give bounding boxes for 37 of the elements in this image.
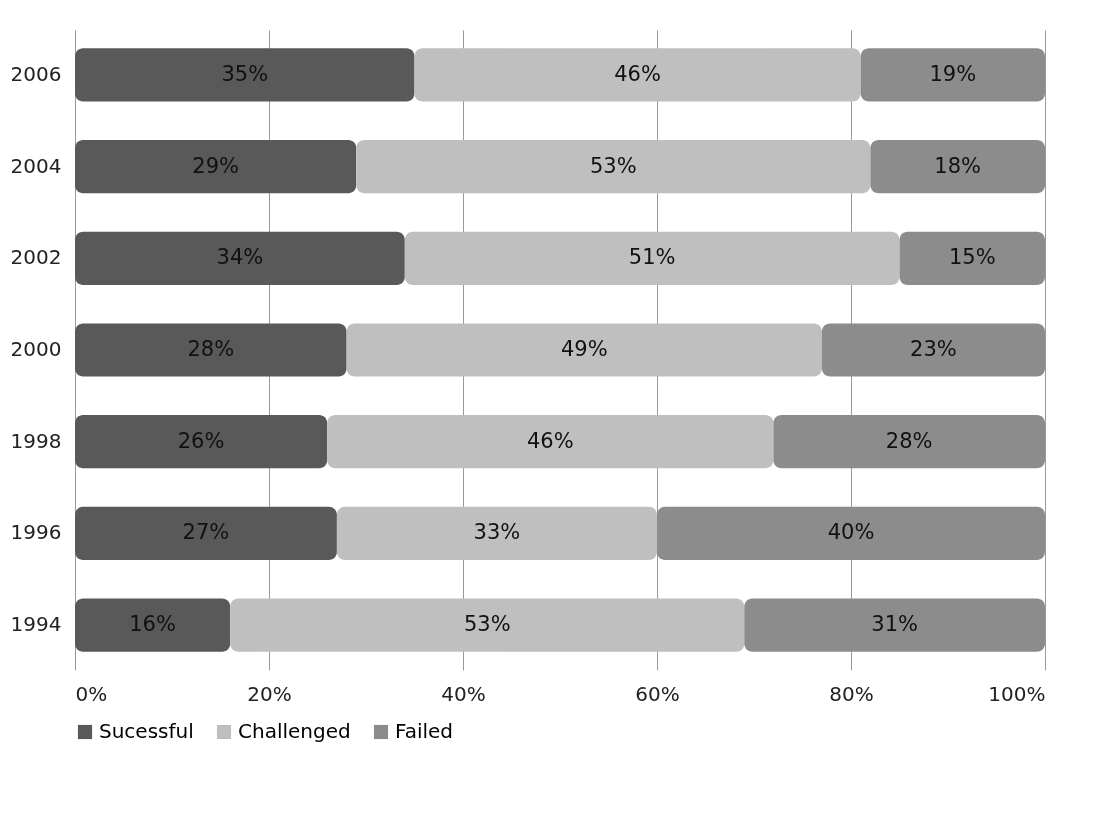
legend-label: Failed [395, 719, 454, 743]
x-tick-label: 0% [75, 681, 108, 706]
data-label: 16% [129, 612, 176, 637]
y-tick-label: 2006 [10, 61, 62, 86]
legend-label: Challenged [238, 719, 351, 743]
data-label: 35% [221, 61, 269, 86]
x-tick-label: 100% [988, 681, 1046, 706]
data-label: 46% [526, 428, 574, 453]
data-label: 31% [871, 612, 918, 637]
y-tick-label: 1996 [10, 520, 62, 545]
y-tick-label: 2000 [10, 337, 62, 361]
data-label: 53% [463, 612, 511, 637]
data-label: 27% [182, 520, 230, 545]
y-tick-label: 2002 [10, 245, 62, 270]
x-tick-label: 40% [441, 681, 486, 706]
x-tick-label: 20% [247, 681, 292, 706]
data-label: 46% [614, 61, 661, 86]
data-label: 51% [628, 245, 676, 270]
data-label: 18% [934, 153, 982, 178]
x-tick-label: 60% [635, 681, 680, 706]
y-tick-label: 1998 [10, 428, 62, 453]
data-label: 49% [560, 337, 608, 361]
y-tick-label: 1994 [10, 612, 62, 637]
data-label: 28% [187, 337, 235, 361]
data-label: 19% [929, 61, 977, 86]
data-label: 29% [192, 153, 239, 178]
data-label: 40% [827, 520, 875, 545]
data-label: 15% [948, 245, 996, 270]
data-label: 26% [177, 428, 225, 453]
x-tick-label: 80% [829, 681, 874, 706]
y-tick-label: 2004 [10, 153, 62, 178]
data-label: 28% [885, 428, 933, 453]
data-label: 23% [910, 337, 957, 361]
legend-label: Sucessful [99, 719, 194, 743]
data-label: 34% [216, 245, 264, 270]
data-label: 33% [473, 520, 521, 545]
data-label: 53% [590, 153, 637, 178]
